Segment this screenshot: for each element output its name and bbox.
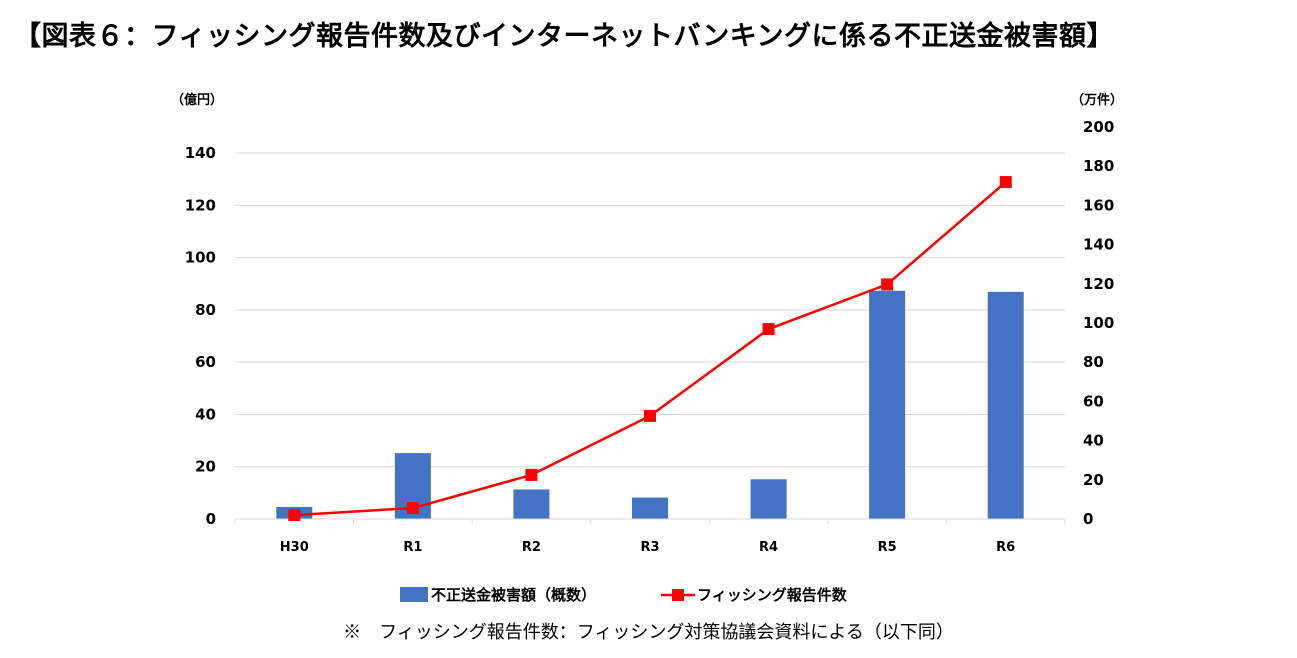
x-tick-label-R2: R2 <box>522 540 541 555</box>
y-right-tick-label: 160 <box>1083 196 1114 214</box>
x-tick-label-R6: R6 <box>996 540 1015 555</box>
y-right-tick-label: 0 <box>1083 510 1093 528</box>
x-tick-label-R5: R5 <box>878 540 897 555</box>
legend-marker <box>672 589 684 601</box>
point-R3 <box>644 409 656 422</box>
line-series-phishing <box>288 176 1012 522</box>
y-right-unit: （万件） <box>1071 92 1123 108</box>
point-R1 <box>406 502 419 515</box>
legend-label-line: フィッシング報告件数 <box>697 586 848 604</box>
y-left-tick-label: 140 <box>185 144 216 162</box>
y-right-tick-label: 20 <box>1083 471 1104 489</box>
y-right-tick-label: 140 <box>1083 236 1114 254</box>
y-left-tick-label: 40 <box>195 405 216 423</box>
figure-title: 【図表６：フィッシング報告件数及びインターネットバンキングに係る不正送金被害額】 <box>14 21 1114 52</box>
y-right-tick-label: 60 <box>1083 392 1104 410</box>
axis-labels: 0 20 40 60 80 100 120 140 0 20 40 60 80 100 120 140 160 1… <box>171 92 1123 555</box>
y-right-tick-label: 40 <box>1083 432 1104 450</box>
point-R4 <box>762 323 775 336</box>
x-tick-label-R3: R3 <box>640 540 659 555</box>
y-left-tick-label: 80 <box>195 301 216 319</box>
y-left-tick-label: 120 <box>185 196 216 214</box>
legend-swatch-bar <box>400 587 428 602</box>
y-left-tick-label: 20 <box>195 458 216 476</box>
y-left-tick-label: 100 <box>185 249 216 267</box>
point-H30 <box>288 509 301 522</box>
y-left-tick-label: 0 <box>206 510 216 528</box>
x-tick-label-H30: H30 <box>280 540 309 555</box>
bar-R4 <box>750 479 787 519</box>
y-left-tick-label: 60 <box>195 353 216 371</box>
y-right-tick-label: 80 <box>1083 353 1104 371</box>
legend-label-bar: 不正送金被害額（概数） <box>431 586 596 604</box>
y-right-tick-label: 180 <box>1083 157 1114 175</box>
bar-R2 <box>513 489 550 519</box>
combo-chart: 0 20 40 60 80 100 120 140 0 20 40 60 80 100 120 140 160 1… <box>171 92 1123 604</box>
y-right-tick-label: 200 <box>1083 118 1114 136</box>
y-right-tick-label: 120 <box>1083 275 1114 293</box>
legend: 不正送金被害額（概数） フィッシング報告件数 <box>400 586 848 604</box>
bar-series-damage <box>276 290 1024 519</box>
x-axis <box>234 518 1066 524</box>
y-right-tick-label: 100 <box>1083 314 1114 332</box>
y-left-unit: （億円） <box>171 92 223 108</box>
bar-R3 <box>632 497 668 519</box>
x-tick-label-R4: R4 <box>759 540 778 555</box>
bar-R5 <box>869 290 906 519</box>
point-R6 <box>999 176 1012 189</box>
point-R2 <box>525 468 538 481</box>
footnote: ※ フィッシング報告件数：フィッシング対策協議会資料による（以下同） <box>343 622 954 643</box>
x-tick-label-R1: R1 <box>403 540 422 555</box>
point-R5 <box>881 278 894 291</box>
bar-R6 <box>987 291 1024 519</box>
